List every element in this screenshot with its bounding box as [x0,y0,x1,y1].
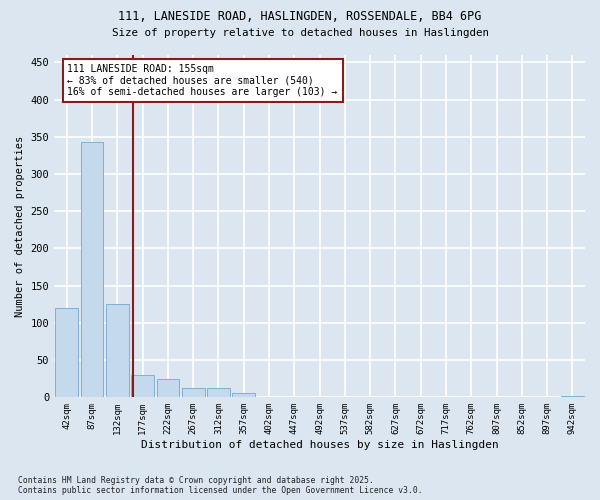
Text: Size of property relative to detached houses in Haslingden: Size of property relative to detached ho… [112,28,488,38]
Bar [207,388,230,398]
Y-axis label: Number of detached properties: Number of detached properties [15,136,25,317]
Bar [106,304,129,398]
Bar [182,388,205,398]
Bar [232,393,255,398]
X-axis label: Distribution of detached houses by size in Haslingden: Distribution of detached houses by size … [141,440,499,450]
Bar [81,142,103,398]
Bar [257,396,280,398]
Bar [55,308,78,398]
Bar [157,378,179,398]
Text: 111 LANESIDE ROAD: 155sqm
← 83% of detached houses are smaller (540)
16% of semi: 111 LANESIDE ROAD: 155sqm ← 83% of detac… [67,64,338,97]
Text: 111, LANESIDE ROAD, HASLINGDEN, ROSSENDALE, BB4 6PG: 111, LANESIDE ROAD, HASLINGDEN, ROSSENDA… [118,10,482,23]
Bar [131,375,154,398]
Bar [359,396,382,398]
Bar [561,396,584,398]
Text: Contains HM Land Registry data © Crown copyright and database right 2025.
Contai: Contains HM Land Registry data © Crown c… [18,476,422,495]
